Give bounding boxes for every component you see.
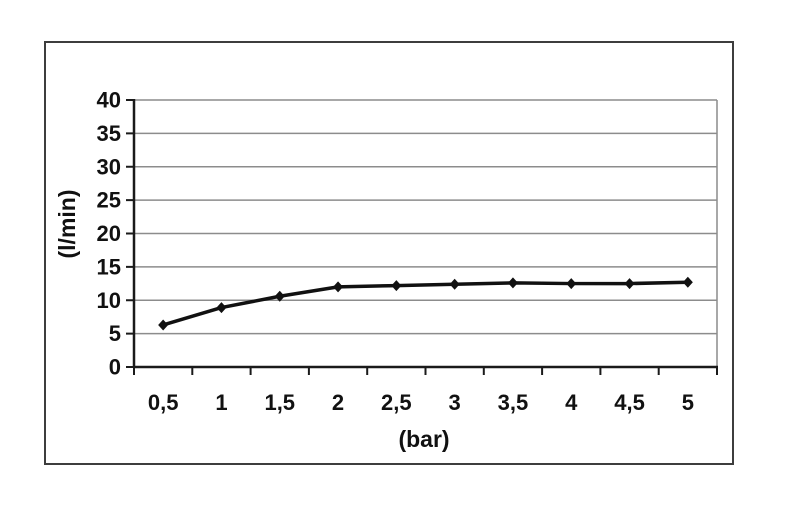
y-axis-tick-label-5: 5 [109, 321, 121, 346]
x-axis-tick-label-3: 2 [332, 390, 344, 415]
y-axis-tick-label-10: 10 [97, 288, 121, 313]
x-axis-tick-label-2: 1,5 [264, 390, 295, 415]
y-axis-title: (l/min) [54, 190, 80, 259]
x-axis-tick-label-1: 1 [215, 390, 227, 415]
data-point-marker-6 [507, 277, 518, 289]
data-point-marker-0 [158, 319, 169, 331]
data-point-marker-2 [274, 290, 285, 302]
x-axis-tick-label-8: 4,5 [614, 390, 645, 415]
x-axis-tick-label-7: 4 [565, 390, 578, 415]
y-axis-tick-label-15: 15 [97, 254, 121, 279]
x-axis-tick-label-9: 5 [682, 390, 694, 415]
data-point-marker-8 [624, 278, 635, 290]
chart-outer-frame [44, 41, 734, 465]
chart-generated-layer: 0 5 10 15 20 25 30 35 40 0,5 1 1,5 2 2,5 3 3,5 4 4,5 5 [97, 88, 718, 415]
x-axis-tick-label-5: 3 [449, 390, 461, 415]
data-point-marker-4 [391, 280, 402, 292]
data-point-marker-5 [449, 278, 460, 290]
y-axis-tick-label-25: 25 [97, 188, 121, 213]
y-axis-tick-label-20: 20 [97, 221, 121, 246]
series-line-flow-rate-curve [161, 280, 690, 327]
x-axis-tick-label-0: 0,5 [148, 390, 179, 415]
data-point-marker-3 [333, 281, 344, 293]
data-point-marker-1 [216, 302, 227, 314]
x-axis-tick-label-4: 2,5 [381, 390, 412, 415]
x-axis-title: (bar) [398, 426, 449, 452]
y-axis-tick-label-0: 0 [109, 355, 121, 380]
data-point-marker-9 [682, 276, 693, 288]
data-point-marker-7 [566, 278, 577, 290]
y-axis-tick-label-35: 35 [97, 121, 121, 146]
x-axis-tick-label-6: 3,5 [498, 390, 529, 415]
y-axis-tick-label-40: 40 [97, 88, 121, 113]
y-axis-tick-label-30: 30 [97, 154, 121, 179]
